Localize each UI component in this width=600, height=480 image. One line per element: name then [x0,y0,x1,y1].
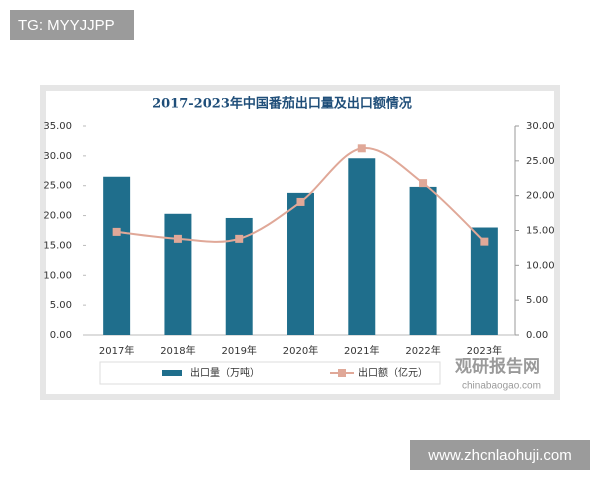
y-tick-label: 20.00 [43,211,72,222]
legend-frame [99,361,441,385]
x-tick-label: 2023年 [467,344,502,357]
top-tag: TG: MYYJJPP [18,17,115,34]
chart-title: 2017-2023年中国番茄出口量及出口额情况 [152,96,412,112]
line-marker [480,237,489,246]
y-tick-label: 35.00 [43,121,72,132]
y-tick-label: 25.00 [43,181,72,192]
bottom-tag-bg [410,440,590,470]
line-marker [112,227,121,236]
y-tick-label: 0.00 [50,330,72,341]
y2-tick-label: 5.00 [526,295,548,306]
line-marker [296,197,305,206]
bottom-tag: www.zhcnlaohuji.com [427,447,571,464]
y2-tick-label: 0.00 [526,330,548,341]
y2-tick-label: 15.00 [526,226,555,237]
y2-tick-label: 30.00 [526,121,555,132]
y2-tick-label: 10.00 [526,260,555,271]
x-tick-label: 2022年 [405,344,440,357]
top-tag-bg [10,10,134,40]
y-tick-label: 5.00 [50,300,72,311]
watermark-name: 观研报告网 [454,356,540,377]
line-marker [357,144,366,153]
line-marker [235,234,244,243]
y-tick-label: 10.00 [43,270,72,281]
x-tick-label: 2019年 [221,344,256,357]
line-marker [419,179,428,188]
y-tick-label: 30.00 [43,151,72,162]
bar [103,176,131,335]
y2-tick-label: 20.00 [526,191,555,202]
legend-label: 出口量（万吨） [190,366,260,379]
x-tick-label: 2017年 [99,344,134,357]
y-tick-label: 15.00 [43,240,72,251]
legend-swatch [162,370,182,376]
x-tick-label: 2021年 [344,344,379,357]
x-tick-label: 2018年 [160,344,195,357]
watermark-url: chinabaogao.com [462,381,541,392]
bar [348,158,376,335]
x-tick-label: 2020年 [283,344,318,357]
bar [409,186,437,335]
line-marker [173,234,182,243]
bar [164,213,192,335]
y2-tick-label: 25.00 [526,156,555,167]
bar [287,192,314,335]
legend-label: 出口额（亿元） [358,366,428,379]
legend-swatch-marker [338,369,346,377]
